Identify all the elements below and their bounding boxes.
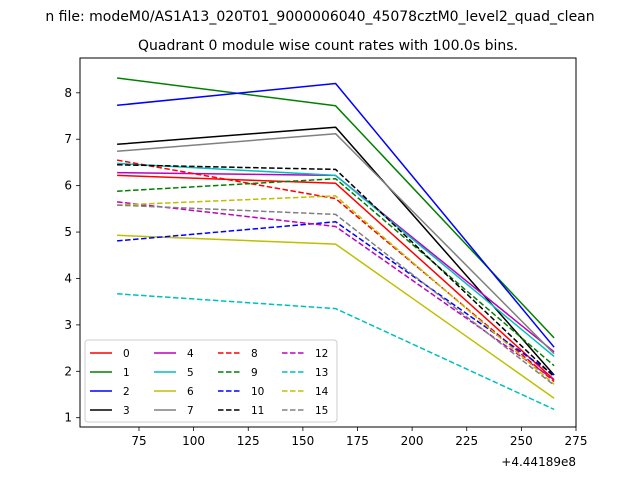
chart-title: Quadrant 0 module wise count rates with …: [138, 38, 518, 54]
legend-label-7: 7: [187, 405, 194, 417]
y-tick-label: 2: [64, 364, 72, 378]
legend-label-8: 8: [251, 348, 258, 360]
legend-label-15: 15: [315, 405, 328, 417]
x-tick-label: 75: [131, 434, 146, 448]
series-line-14: [117, 195, 555, 385]
legend-label-9: 9: [251, 367, 258, 379]
x-axis-offset-label: +4.44189e8: [501, 455, 576, 469]
series-layer: [116, 77, 555, 411]
series-line-5: [117, 162, 555, 357]
legend-label-1: 1: [123, 367, 130, 379]
series-line-6: [117, 234, 555, 399]
series-line-15: [117, 204, 555, 386]
x-tick-label: 150: [291, 434, 314, 448]
y-tick-label: 3: [64, 318, 72, 332]
series-line-9: [117, 177, 555, 367]
legend-label-14: 14: [315, 386, 329, 398]
series-line-2: [117, 82, 555, 348]
legend-frame: [84, 339, 338, 423]
x-tick-label: 275: [565, 434, 588, 448]
series-line-12: [117, 201, 555, 381]
legend-label-12: 12: [315, 348, 328, 360]
y-tick-label: 4: [64, 271, 72, 285]
series-line-10: [117, 221, 555, 376]
y-tick-label: 8: [64, 86, 72, 100]
legend-label-4: 4: [187, 348, 194, 360]
legend-label-11: 11: [251, 405, 264, 417]
x-tick-label: 250: [510, 434, 533, 448]
y-axis: 1 2 3 4 5 6 7 8: [64, 86, 80, 425]
x-tick-label: 225: [455, 434, 478, 448]
series-line-13: [117, 293, 555, 411]
x-tick-label: 100: [182, 434, 205, 448]
legend-label-6: 6: [187, 386, 194, 398]
x-tick-label: 200: [401, 434, 424, 448]
plot-frame: [79, 57, 577, 428]
figure-suptitle: n file: modeM0/AS1A13_020T01_9000006040_…: [45, 9, 594, 25]
x-tick-label: 125: [237, 434, 260, 448]
y-tick-label: 7: [64, 132, 72, 146]
legend-label-5: 5: [187, 367, 194, 379]
legend-label-2: 2: [123, 386, 130, 398]
x-tick-label: 175: [346, 434, 369, 448]
series-line-11: [117, 164, 555, 378]
y-tick-label: 6: [64, 179, 72, 193]
legend-label-10: 10: [251, 386, 264, 398]
y-tick-label: 5: [64, 225, 72, 239]
series-line-7: [117, 132, 555, 355]
legend-label-13: 13: [315, 367, 328, 379]
y-tick-label: 1: [64, 411, 72, 425]
legend-label-3: 3: [123, 405, 130, 417]
series-line-1: [117, 77, 555, 339]
x-axis: 75 100 125 150 175 200 225 250 275: [131, 427, 587, 448]
legend-label-0: 0: [123, 348, 130, 360]
series-line-0: [117, 174, 555, 381]
